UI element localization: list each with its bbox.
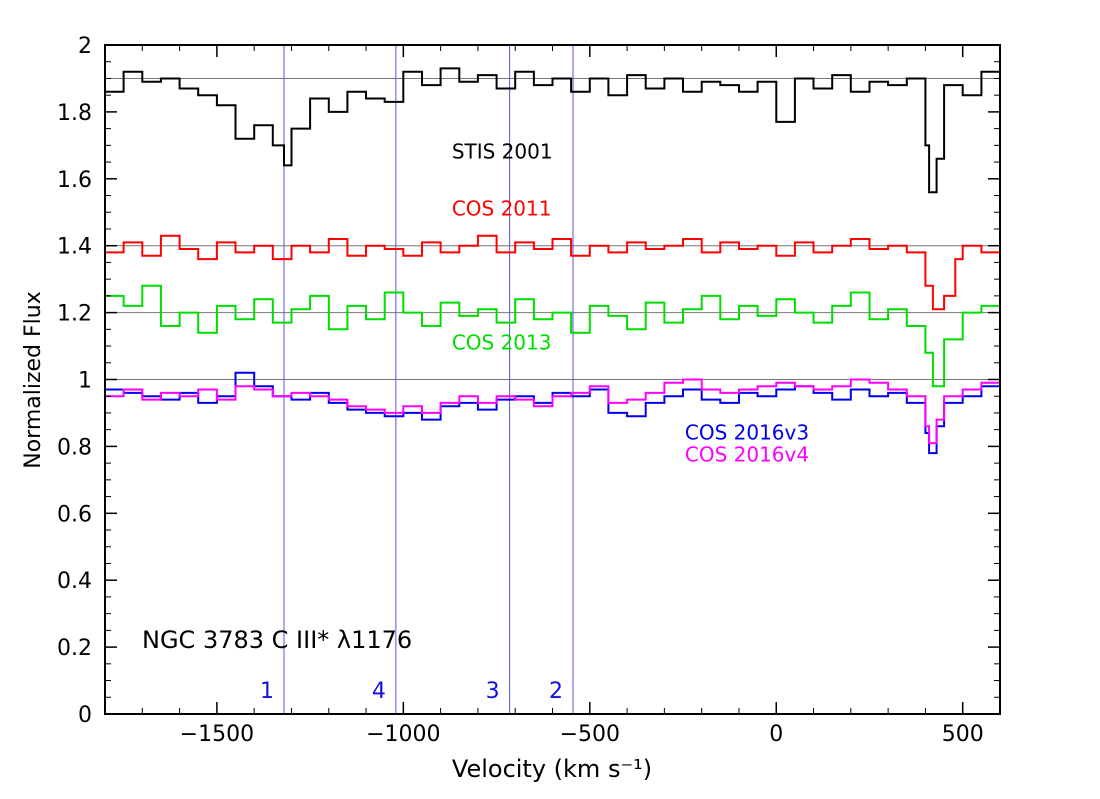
component-lines: 1 4 3 2	[260, 45, 574, 714]
series-line	[105, 284, 1001, 388]
x-tick-label: 500	[942, 722, 984, 747]
component-label: 3	[486, 679, 500, 704]
x-tick-label: 0	[769, 722, 783, 747]
series-line	[105, 371, 1001, 455]
y-tick-label: 0.6	[57, 502, 92, 527]
y-tick-label: 1.6	[57, 168, 92, 193]
y-tick-label: 0	[78, 703, 92, 728]
series-line	[105, 372, 1001, 445]
y-axis-label: Normalized Flux	[21, 291, 46, 468]
y-tick-label: 2	[78, 34, 92, 59]
axes: −1500 −1000 −500 0 500 0 0.2 0.4 0.6 0.8 1 1.2 1.4 1.…	[57, 34, 1001, 747]
series-label: COS 2011	[452, 197, 552, 221]
y-tick-label: 1	[78, 369, 92, 394]
x-tick-label: −1000	[366, 722, 440, 747]
series-layer	[105, 67, 1001, 455]
x-tick-label: −500	[560, 722, 620, 747]
x-axis-label: Velocity (km s⁻¹)	[452, 755, 652, 783]
y-tick-label: 0.2	[57, 636, 92, 661]
y-tick-label: 0.4	[57, 569, 92, 594]
y-tick-label: 1.4	[57, 235, 92, 260]
y-tick-label: 0.8	[57, 435, 92, 460]
y-tick-label: 1.2	[57, 302, 92, 327]
series-label: STIS 2001	[452, 140, 553, 164]
chart-title: NGC 3783 C III* λ1176	[142, 626, 412, 654]
component-label: 4	[372, 679, 386, 704]
series-line	[105, 234, 1001, 311]
series-line	[105, 67, 1001, 194]
component-label: 1	[260, 679, 274, 704]
y-tick-label: 1.8	[57, 101, 92, 126]
reference-lines	[105, 77, 1000, 380]
series-label: COS 2013	[452, 330, 552, 354]
series-label: COS 2016v3	[685, 421, 809, 445]
x-tick-label: −1500	[180, 722, 254, 747]
series-label: COS 2016v4	[685, 442, 809, 466]
component-label: 2	[549, 679, 563, 704]
